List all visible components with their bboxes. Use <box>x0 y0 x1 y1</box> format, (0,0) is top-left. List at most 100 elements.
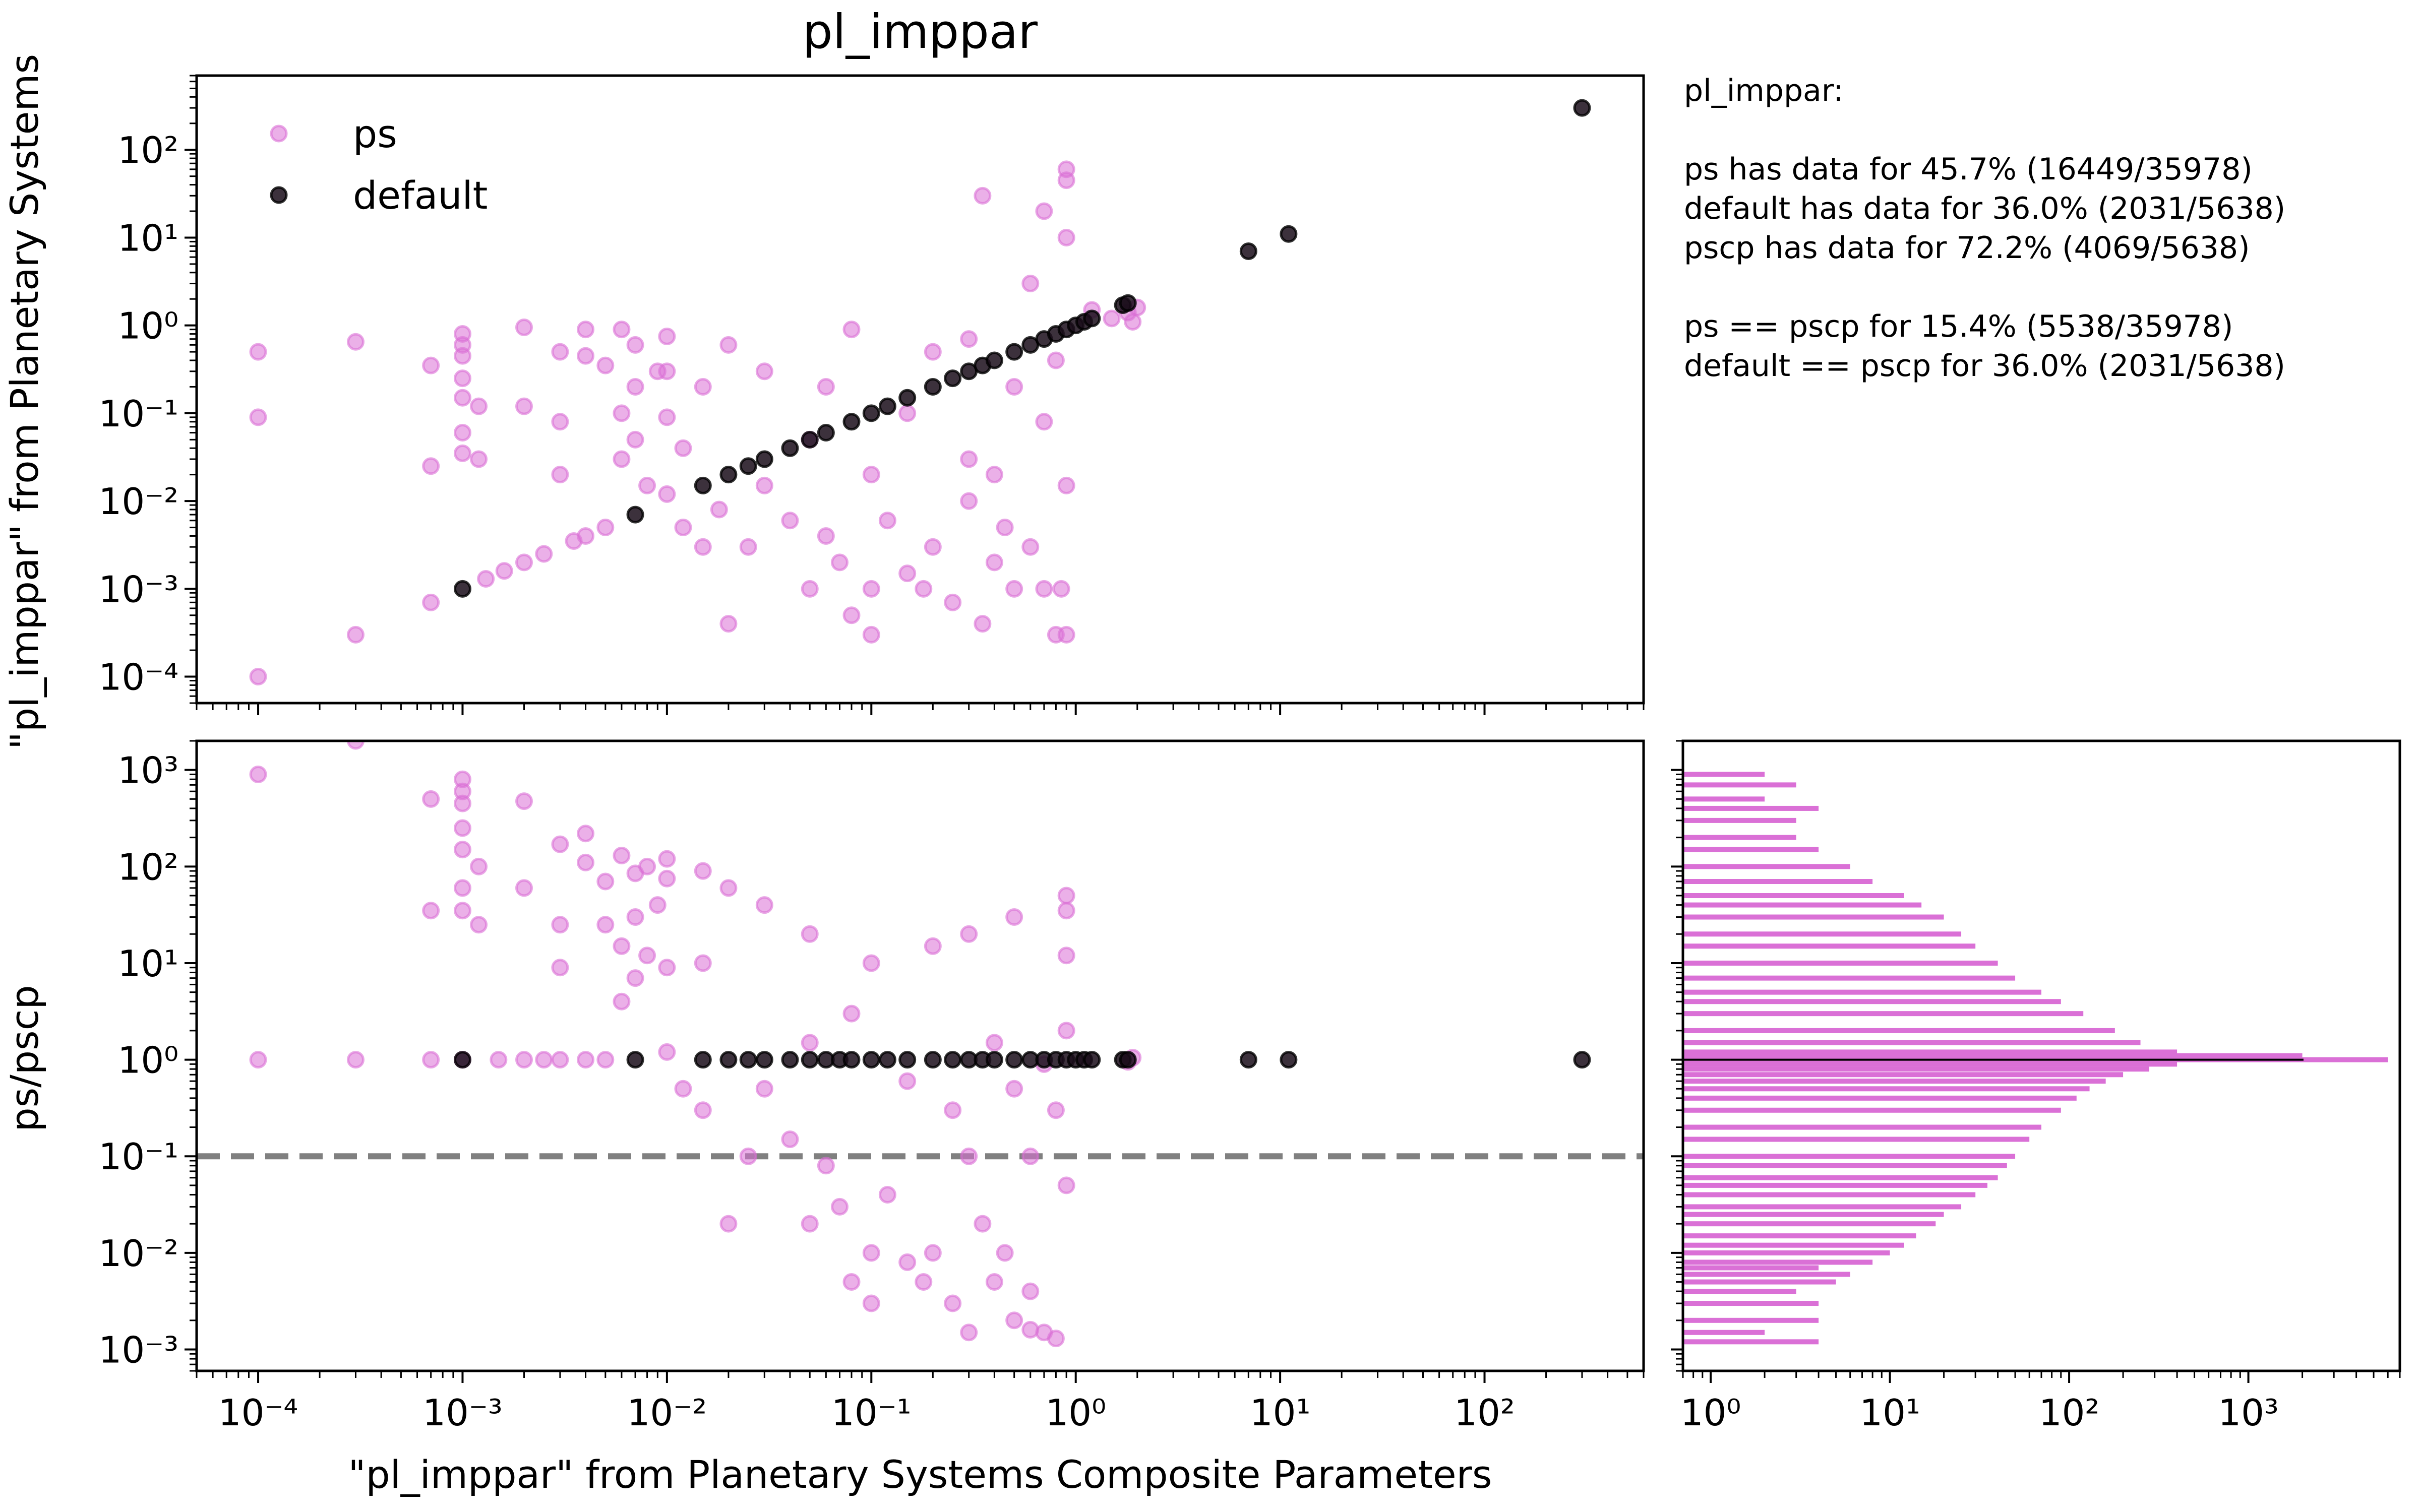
hist-bar-ps <box>1683 893 1904 899</box>
top-point-ps <box>658 408 676 426</box>
top-point-ps <box>817 377 835 396</box>
bottom-point-ps <box>1057 1022 1075 1040</box>
bottom-point-default <box>739 1051 757 1069</box>
bottom-point-ps <box>985 1034 1003 1052</box>
bottom-point-ps <box>1021 1147 1040 1165</box>
bottom-point-ps <box>960 1324 978 1342</box>
bottom-point-ps <box>862 954 880 972</box>
hist-bar-ps <box>1683 914 1944 920</box>
bottom-point-ps <box>1057 902 1075 920</box>
bottom-y-tick-label: 10¹ <box>118 942 178 985</box>
bottom-point-ps <box>719 1215 738 1233</box>
top-point-default <box>817 424 835 442</box>
bottom-point-ps <box>878 1185 896 1204</box>
legend-label-ps: ps <box>353 111 397 156</box>
legend-marker-default <box>270 186 288 204</box>
hist-bar-ps <box>1683 1124 2041 1130</box>
hist-bar-ps <box>1683 1154 2016 1159</box>
ratio-histogram-panel: 10⁰ 10¹ 10² 10³ <box>1671 739 2401 1434</box>
top-frame <box>195 74 1645 705</box>
top-point-ps <box>781 512 799 530</box>
top-point-default <box>801 430 819 449</box>
bottom-point-ps <box>453 902 471 920</box>
hist-bar-ps <box>1683 1212 1944 1217</box>
top-point-ps <box>596 519 615 537</box>
top-point-default <box>719 466 738 484</box>
top-point-ps <box>755 362 773 381</box>
bottom-point-default <box>862 1051 880 1069</box>
top-y-tick-label: 10⁻² <box>99 480 178 523</box>
bottom-point-ps <box>515 1051 533 1069</box>
bottom-point-ps <box>346 1051 365 1069</box>
top-point-ps <box>249 343 267 361</box>
top-point-default <box>626 506 644 524</box>
bottom-point-default <box>453 1051 471 1069</box>
hist-bar-ps <box>1683 847 1819 852</box>
top-point-ps <box>985 553 1003 572</box>
bottom-point-ps <box>1005 1311 1023 1330</box>
top-point-ps <box>1057 171 1075 190</box>
top-point-ps <box>626 430 644 449</box>
top-point-default <box>862 404 880 422</box>
hist-bar-ps <box>1683 1175 1998 1180</box>
top-point-ps <box>551 413 569 431</box>
stats-text-block: pl_imppar:ps has data for 45.7% (16449/3… <box>1684 73 2285 384</box>
top-point-ps <box>694 538 712 556</box>
top-point-ps <box>515 553 533 572</box>
top-point-default <box>453 580 471 598</box>
hist-bar-ps <box>1683 989 2041 995</box>
hist-bar-ps <box>1683 1279 1836 1285</box>
top-point-ps <box>960 330 978 348</box>
bottom-point-ps <box>613 992 631 1011</box>
top-point-ps <box>453 347 471 365</box>
bottom-x-tick-label: 10⁰ <box>1045 1392 1106 1434</box>
top-point-ps <box>477 570 495 588</box>
top-point-ps <box>535 545 553 563</box>
top-point-ps <box>626 336 644 354</box>
bottom-point-default <box>985 1051 1003 1069</box>
top-point-default <box>694 476 712 494</box>
bottom-point-ps <box>613 937 631 955</box>
hist-bar-ps <box>1683 1330 1765 1335</box>
bottom-point-ps <box>801 925 819 943</box>
hist-bar-ps <box>1683 1066 2150 1072</box>
top-point-ps <box>694 377 712 396</box>
bottom-point-ps <box>1005 1080 1023 1098</box>
bottom-point-ps <box>596 872 615 891</box>
bottom-point-ps <box>755 896 773 914</box>
top-point-ps <box>842 606 861 624</box>
top-point-ps <box>924 343 942 361</box>
top-y-tick-label: 10¹ <box>118 217 178 259</box>
top-y-tick-label: 10⁰ <box>118 305 178 347</box>
hist-bar-ps <box>1683 943 1976 949</box>
bottom-point-ps <box>944 1101 962 1119</box>
bottom-point-default <box>878 1051 896 1069</box>
hist-bar-ps <box>1683 931 1962 937</box>
bottom-point-ps <box>422 790 440 808</box>
hist-bar-ps <box>1683 1163 2007 1168</box>
hist-bar-ps <box>1683 1221 1936 1227</box>
bottom-point-ps <box>1047 1330 1065 1348</box>
bottom-point-ps <box>694 954 712 972</box>
bottom-point-ps <box>842 1004 861 1023</box>
bottom-point-default <box>694 1051 712 1069</box>
bottom-point-default <box>1239 1051 1257 1069</box>
top-point-ps <box>817 527 835 545</box>
top-point-default <box>898 389 917 407</box>
stats-line: default has data for 36.0% (2031/5638) <box>1684 191 2285 226</box>
bottom-point-ps <box>470 916 488 934</box>
bottom-point-default <box>1083 1051 1101 1069</box>
top-point-default <box>1083 309 1101 328</box>
bottom-point-default <box>781 1051 799 1069</box>
hist-x-tick-label: 10³ <box>2218 1392 2278 1434</box>
bottom-point-ps <box>674 1080 692 1098</box>
hist-bar-ps <box>1683 999 2061 1004</box>
bottom-point-ps <box>1057 1176 1075 1194</box>
bottom-frame <box>195 739 1645 1372</box>
bottom-point-default <box>1280 1051 1298 1069</box>
bottom-point-default <box>1005 1051 1023 1069</box>
top-point-ps <box>862 466 880 484</box>
bottom-point-ps <box>596 916 615 934</box>
legend-label-default: default <box>353 173 488 218</box>
